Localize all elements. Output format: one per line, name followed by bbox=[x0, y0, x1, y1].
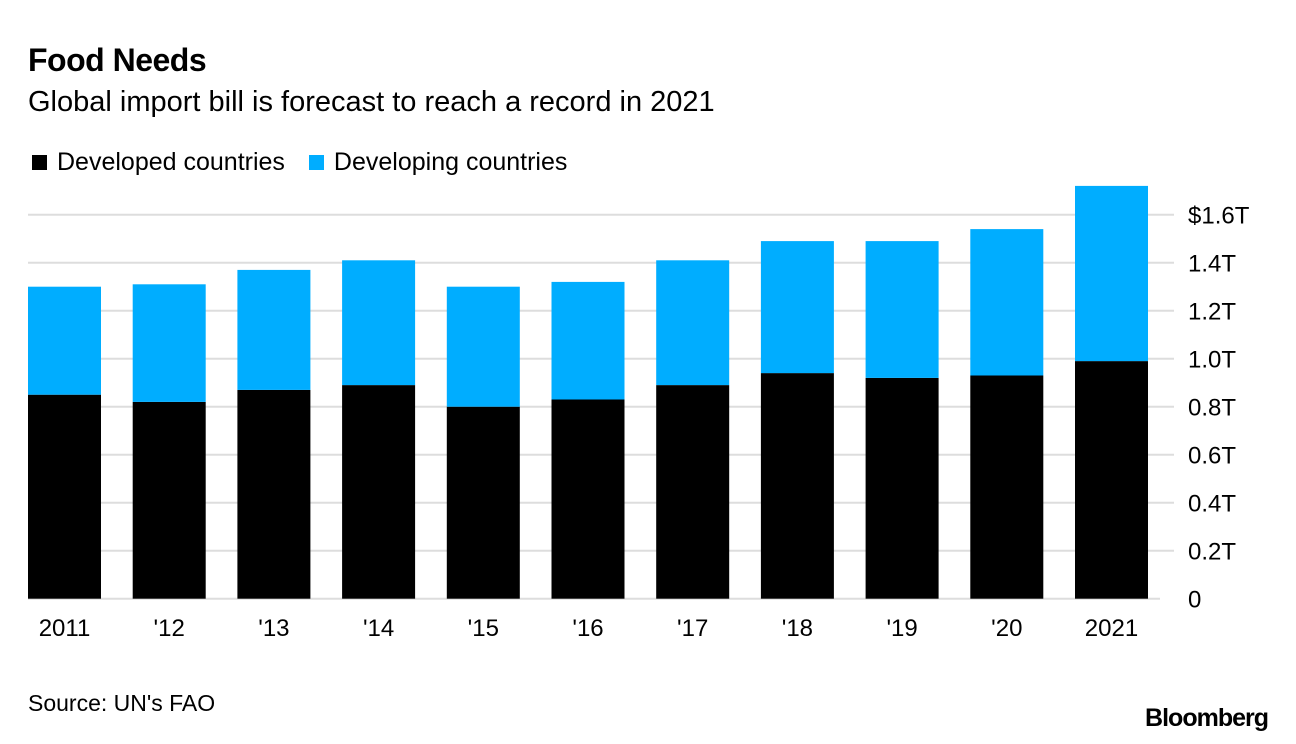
chart-title: Food Needs bbox=[28, 42, 207, 78]
bar-developed bbox=[132, 401, 206, 599]
legend-swatch-developing bbox=[308, 155, 324, 170]
bar-developed bbox=[656, 385, 730, 599]
bar-developed bbox=[1075, 361, 1148, 599]
x-tick-label: '17 bbox=[677, 615, 708, 642]
x-tick-label: '19 bbox=[886, 615, 917, 642]
bar-developing bbox=[551, 281, 625, 400]
x-tick-label: '12 bbox=[154, 615, 185, 642]
legend: Developed countries Developing countries bbox=[32, 148, 591, 177]
bar-developing bbox=[760, 241, 834, 374]
y-tick-label: 0 bbox=[1188, 587, 1201, 614]
bar-developing bbox=[446, 286, 520, 407]
x-tick-label: 2021 bbox=[1085, 615, 1138, 642]
y-tick-label: $1.6T bbox=[1188, 203, 1250, 230]
bar-developed bbox=[28, 394, 101, 599]
y-tick-label: 0.2T bbox=[1188, 539, 1236, 566]
chart-subtitle: Global import bill is forecast to reach … bbox=[28, 86, 715, 118]
legend-swatch-developed bbox=[32, 155, 47, 170]
x-tick-label: '13 bbox=[258, 615, 289, 642]
x-tick-label: '15 bbox=[468, 615, 499, 642]
y-tick-label: 0.8T bbox=[1188, 395, 1236, 422]
source-note: Source: UN's FAO bbox=[28, 690, 216, 716]
bar-developed bbox=[760, 373, 834, 599]
legend-label-developing: Developing countries bbox=[333, 148, 568, 176]
x-axis-ticks: 2011 '12 '13 '14 '15 '16 '17 '18 '19 '20 2021 bbox=[39, 615, 1139, 642]
x-tick-label: '18 bbox=[782, 615, 813, 642]
bar-developing bbox=[237, 269, 311, 390]
y-tick-label: 1.0T bbox=[1188, 347, 1236, 374]
bar-developing bbox=[28, 286, 101, 395]
y-tick-label: 1.2T bbox=[1188, 299, 1236, 326]
bar-developing bbox=[342, 260, 416, 386]
bar-developed bbox=[237, 389, 311, 599]
bar-developing bbox=[1075, 185, 1148, 362]
bar-developing bbox=[656, 260, 730, 386]
legend-item-developing: Developing countries bbox=[308, 148, 568, 177]
bar-developed bbox=[342, 385, 416, 599]
y-tick-label: 0.4T bbox=[1188, 491, 1236, 518]
bar-developed bbox=[970, 375, 1044, 599]
legend-label-developed: Developed countries bbox=[57, 148, 285, 176]
y-axis-ticks: 0 0.2T 0.4T 0.6T 0.8T 1.0T 1.2T 1.4T $1.6T bbox=[1188, 203, 1250, 614]
x-tick-label: '16 bbox=[572, 615, 603, 642]
y-tick-label: 1.4T bbox=[1188, 251, 1236, 278]
bloomberg-logo: Bloomberg bbox=[1145, 704, 1269, 732]
bar-developing bbox=[132, 284, 206, 402]
x-tick-label: '14 bbox=[363, 615, 394, 642]
bar-developed bbox=[446, 406, 520, 599]
y-tick-label: 0.6T bbox=[1188, 443, 1236, 470]
bars bbox=[28, 185, 1148, 599]
bar-developed bbox=[865, 377, 939, 599]
bar-developing bbox=[970, 229, 1044, 376]
x-tick-label: 2011 bbox=[39, 615, 91, 642]
bar-developing bbox=[865, 241, 939, 378]
x-tick-label: '20 bbox=[991, 615, 1022, 642]
legend-item-developed: Developed countries bbox=[32, 148, 285, 177]
bar-developed bbox=[551, 399, 625, 599]
